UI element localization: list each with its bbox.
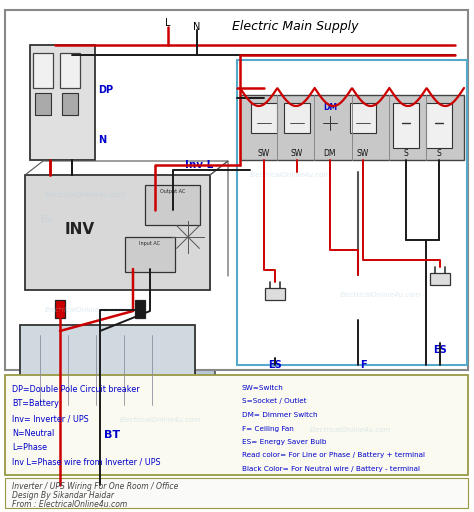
Text: Inverter / UPS Wiring For One Room / Office: Inverter / UPS Wiring For One Room / Off… <box>12 482 178 491</box>
Circle shape <box>348 300 368 320</box>
Circle shape <box>127 257 139 269</box>
Circle shape <box>150 205 160 215</box>
Bar <box>265 288 285 300</box>
Text: Read color= For Line or Phase / Battery + terminal: Read color= For Line or Phase / Battery … <box>242 453 425 459</box>
Text: DP=Double Pole Circuit breaker: DP=Double Pole Circuit breaker <box>12 385 140 394</box>
Text: SW: SW <box>258 149 270 158</box>
Circle shape <box>56 311 64 319</box>
Text: N: N <box>98 135 106 145</box>
Circle shape <box>166 215 210 259</box>
Bar <box>30 45 95 160</box>
Text: DM: DM <box>323 103 337 112</box>
Polygon shape <box>20 310 215 325</box>
Text: ES: ES <box>268 360 282 370</box>
Text: F= Ceiling Fan: F= Ceiling Fan <box>242 425 294 432</box>
Circle shape <box>168 205 178 215</box>
Text: Inv= Inverter / UPS: Inv= Inverter / UPS <box>12 414 89 423</box>
Text: Inv L: Inv L <box>185 160 213 170</box>
Circle shape <box>431 115 447 131</box>
Text: L=Phase: L=Phase <box>12 443 47 452</box>
Bar <box>350 103 376 133</box>
Bar <box>125 237 175 272</box>
Text: ElectricalOnline4u.com: ElectricalOnline4u.com <box>310 427 391 433</box>
Bar <box>145 185 200 225</box>
Bar <box>55 300 65 318</box>
Bar <box>426 103 452 148</box>
Text: Design By Sikandar Haidar: Design By Sikandar Haidar <box>12 491 114 500</box>
Text: S=Socket / Outlet: S=Socket / Outlet <box>242 398 307 404</box>
Bar <box>135 300 145 318</box>
Text: L: L <box>165 18 171 28</box>
Text: Inv L=Phase wire from Inverter / UPS: Inv L=Phase wire from Inverter / UPS <box>12 458 161 466</box>
Text: Electric Main Supply: Electric Main Supply <box>232 20 358 33</box>
Bar <box>60 53 80 88</box>
Bar <box>62 93 78 115</box>
Text: BT: BT <box>104 430 120 440</box>
Circle shape <box>398 115 414 131</box>
Bar <box>251 103 277 133</box>
Text: ES: ES <box>433 345 447 355</box>
Bar <box>237 60 467 365</box>
Bar <box>5 375 468 475</box>
Ellipse shape <box>367 299 405 321</box>
Bar <box>284 103 310 133</box>
Text: ElectricalOnline4u.com: ElectricalOnline4u.com <box>339 292 420 298</box>
Text: SW: SW <box>291 149 303 158</box>
Text: S: S <box>437 149 441 158</box>
Text: ElectricalOnline4u.com: ElectricalOnline4u.com <box>119 417 201 423</box>
Text: ES= Energy Saver Bulb: ES= Energy Saver Bulb <box>242 439 327 445</box>
Text: Ele: Ele <box>40 216 53 224</box>
Bar <box>5 10 468 370</box>
Bar <box>240 95 464 160</box>
Text: Output AC: Output AC <box>160 189 186 194</box>
Ellipse shape <box>328 319 360 349</box>
Text: DM= Dimmer Switch: DM= Dimmer Switch <box>242 412 318 418</box>
Polygon shape <box>195 310 215 415</box>
Circle shape <box>37 57 49 69</box>
Bar <box>393 103 419 148</box>
Text: Input AC: Input AC <box>139 241 161 246</box>
Text: F: F <box>360 360 366 370</box>
Circle shape <box>64 57 76 69</box>
Bar <box>430 273 450 285</box>
Text: INV: INV <box>65 223 95 238</box>
Text: DP: DP <box>98 85 113 95</box>
Text: S: S <box>404 149 409 158</box>
Bar <box>5 478 468 508</box>
Circle shape <box>145 258 155 268</box>
Text: From : ElectricalOnline4u.com: From : ElectricalOnline4u.com <box>12 500 127 509</box>
Text: BT=Battery: BT=Battery <box>12 399 59 409</box>
Text: SW=Switch: SW=Switch <box>242 385 284 391</box>
Bar <box>20 325 195 415</box>
Text: ElectricalOnline4u.com: ElectricalOnline4u.com <box>45 192 126 198</box>
Circle shape <box>136 311 144 319</box>
Bar <box>25 175 210 290</box>
Text: ElectricalOnline4u.com: ElectricalOnline4u.com <box>45 307 126 313</box>
Text: DM: DM <box>324 149 336 158</box>
Text: ElectricalOnline4u.com: ElectricalOnline4u.com <box>249 172 331 178</box>
Text: SW: SW <box>357 149 369 158</box>
Circle shape <box>317 110 343 136</box>
Bar <box>33 53 53 88</box>
Text: N: N <box>193 22 201 32</box>
Bar <box>35 93 51 115</box>
Circle shape <box>184 233 192 241</box>
Text: Black Color= For Neutral wire / Battery - terminal: Black Color= For Neutral wire / Battery … <box>242 466 420 472</box>
Text: N=Neutral: N=Neutral <box>12 429 54 437</box>
Ellipse shape <box>335 266 354 306</box>
